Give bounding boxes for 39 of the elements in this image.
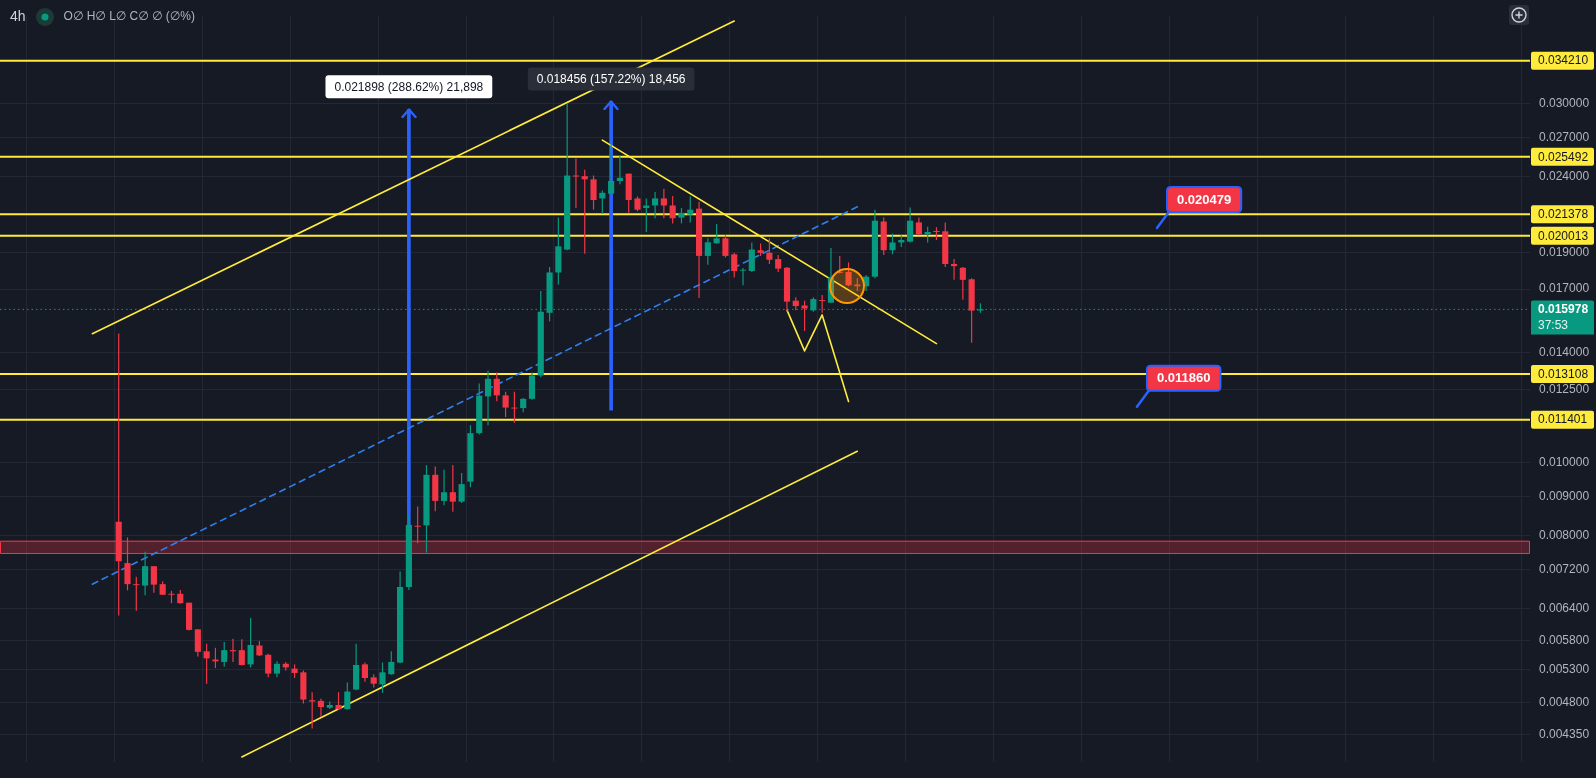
ref-line-label: 0.011401 — [1538, 412, 1588, 427]
annotation: 0.011860 — [1156, 370, 1211, 386]
ref-line-label: 0.015978 — [1538, 302, 1589, 317]
ref-line-label: 0.020013 — [1538, 228, 1589, 243]
y-tick-label: 0.009000 — [1539, 489, 1590, 504]
candlestick — [484, 370, 492, 426]
candlestick — [950, 259, 958, 280]
chart-title: 4h — [10, 7, 26, 24]
ref-line-label: 0.013108 — [1538, 366, 1589, 381]
y-tick-label: 0.007200 — [1539, 562, 1590, 577]
y-tick-label: 0.014000 — [1539, 344, 1590, 359]
y-tick-label: 0.019000 — [1539, 245, 1590, 260]
candlestick — [572, 158, 580, 209]
y-tick-label: 0.010000 — [1539, 454, 1590, 469]
data-label: 0.021898 (288.62%) 21,898 — [334, 79, 484, 94]
y-tick-label: 0.027000 — [1539, 130, 1590, 145]
y-tick-label: 0.006400 — [1539, 600, 1590, 615]
y-tick-label: 0.005800 — [1539, 632, 1590, 647]
y-tick-label: 0.005300 — [1539, 662, 1590, 677]
y-tick-label: 0.008000 — [1539, 527, 1590, 542]
y-tick-label: 0.030000 — [1539, 95, 1590, 110]
y-tick-label: 0.017000 — [1539, 281, 1590, 296]
annotation: 0.020479 — [1176, 191, 1232, 207]
candlestick — [652, 192, 659, 219]
y-tick-label: 0.024000 — [1539, 168, 1590, 183]
chart-subtitle: O∅ H∅ L∅ C∅ ∅ (∅%) — [63, 9, 195, 24]
data-label: 0.018456 (157.22%) 18,456 — [536, 71, 686, 86]
text: 37:53 — [1538, 318, 1569, 333]
candlestick — [739, 268, 747, 286]
y-tick-label: 0.012500 — [1539, 381, 1590, 396]
y-tick-label: 0.004800 — [1539, 694, 1590, 709]
ref-line-label: 0.021378 — [1538, 207, 1589, 222]
candlestick — [317, 698, 325, 717]
candlestick — [616, 155, 623, 185]
ref-line-label: 0.034210 — [1538, 53, 1589, 68]
candlestick — [827, 248, 835, 303]
candlestick — [440, 469, 448, 506]
y-tick-label: 0.004350 — [1539, 726, 1590, 741]
ref-line-label: 0.025492 — [1538, 149, 1589, 164]
